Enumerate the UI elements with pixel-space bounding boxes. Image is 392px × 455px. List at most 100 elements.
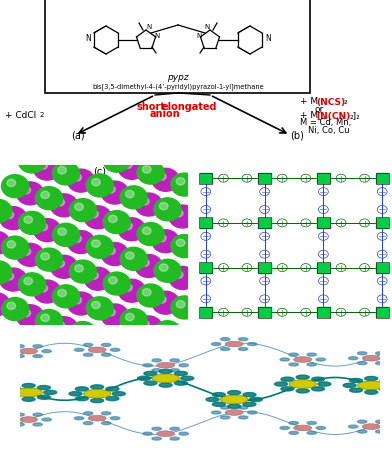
Circle shape [106,397,119,401]
Circle shape [365,377,378,381]
Text: elongated: elongated [162,102,217,112]
Circle shape [176,240,185,247]
Circle shape [289,380,316,389]
Circle shape [109,277,117,284]
Circle shape [73,174,82,182]
Circle shape [20,417,38,423]
Circle shape [7,386,20,390]
Circle shape [69,392,82,396]
Circle shape [349,379,363,383]
Circle shape [83,422,93,425]
Circle shape [220,416,230,419]
Circle shape [212,393,225,397]
Circle shape [387,384,392,388]
Circle shape [69,199,96,222]
Circle shape [159,383,172,387]
Circle shape [280,426,289,430]
Circle shape [58,290,66,297]
Circle shape [365,390,378,394]
Circle shape [83,344,93,347]
Circle shape [107,186,115,194]
Circle shape [86,297,113,320]
Circle shape [56,260,65,268]
Circle shape [142,289,151,296]
Circle shape [294,357,312,363]
Circle shape [280,358,289,361]
Circle shape [22,187,31,194]
Circle shape [144,381,157,385]
Circle shape [140,259,149,267]
Circle shape [88,347,106,353]
Circle shape [83,354,93,356]
Circle shape [169,267,196,290]
Circle shape [348,357,358,360]
Circle shape [22,397,35,401]
Circle shape [142,167,151,174]
Circle shape [179,432,189,435]
Circle shape [42,350,51,353]
Circle shape [92,240,100,248]
Circle shape [358,420,367,423]
Circle shape [101,182,128,205]
Circle shape [135,255,162,278]
Circle shape [107,248,115,255]
Circle shape [170,427,180,430]
Circle shape [380,388,392,392]
Circle shape [0,207,27,230]
Circle shape [307,354,316,356]
Circle shape [73,236,82,243]
Circle shape [74,265,83,273]
Circle shape [103,273,130,295]
Circle shape [0,200,12,223]
Circle shape [312,377,325,381]
Text: anion: anion [150,109,180,119]
Circle shape [312,387,325,391]
Circle shape [37,386,51,390]
Circle shape [74,326,83,334]
Circle shape [0,232,10,255]
Circle shape [228,404,241,409]
Circle shape [358,430,367,433]
Circle shape [33,345,42,348]
Circle shape [0,293,10,316]
Circle shape [212,402,225,406]
Circle shape [238,406,248,409]
Circle shape [159,326,168,333]
Circle shape [83,412,93,415]
Circle shape [225,410,243,415]
Circle shape [157,363,175,368]
Circle shape [181,376,194,380]
Circle shape [75,397,88,401]
Circle shape [33,423,42,426]
Circle shape [281,377,294,381]
Text: pypz: pypz [167,73,189,82]
Circle shape [174,210,183,217]
Circle shape [33,355,42,358]
Circle shape [152,292,179,314]
Circle shape [289,422,298,425]
Circle shape [56,322,65,329]
Circle shape [358,362,367,365]
Circle shape [159,369,172,374]
Text: (b): (b) [290,131,304,141]
Circle shape [102,344,111,347]
Circle shape [16,182,44,205]
Circle shape [109,154,117,162]
Circle shape [140,321,149,328]
Text: M = Cd, Mn,: M = Cd, Mn, [300,118,351,127]
Circle shape [220,406,230,409]
Circle shape [158,173,166,181]
Circle shape [249,398,262,402]
Circle shape [24,217,33,224]
Circle shape [157,431,175,436]
Circle shape [137,284,164,307]
Circle shape [125,191,134,198]
Circle shape [58,228,66,236]
Circle shape [106,387,119,391]
Circle shape [24,278,33,285]
Circle shape [7,395,20,399]
Circle shape [211,411,221,414]
Circle shape [289,363,298,366]
Circle shape [171,174,198,197]
Circle shape [73,297,82,304]
